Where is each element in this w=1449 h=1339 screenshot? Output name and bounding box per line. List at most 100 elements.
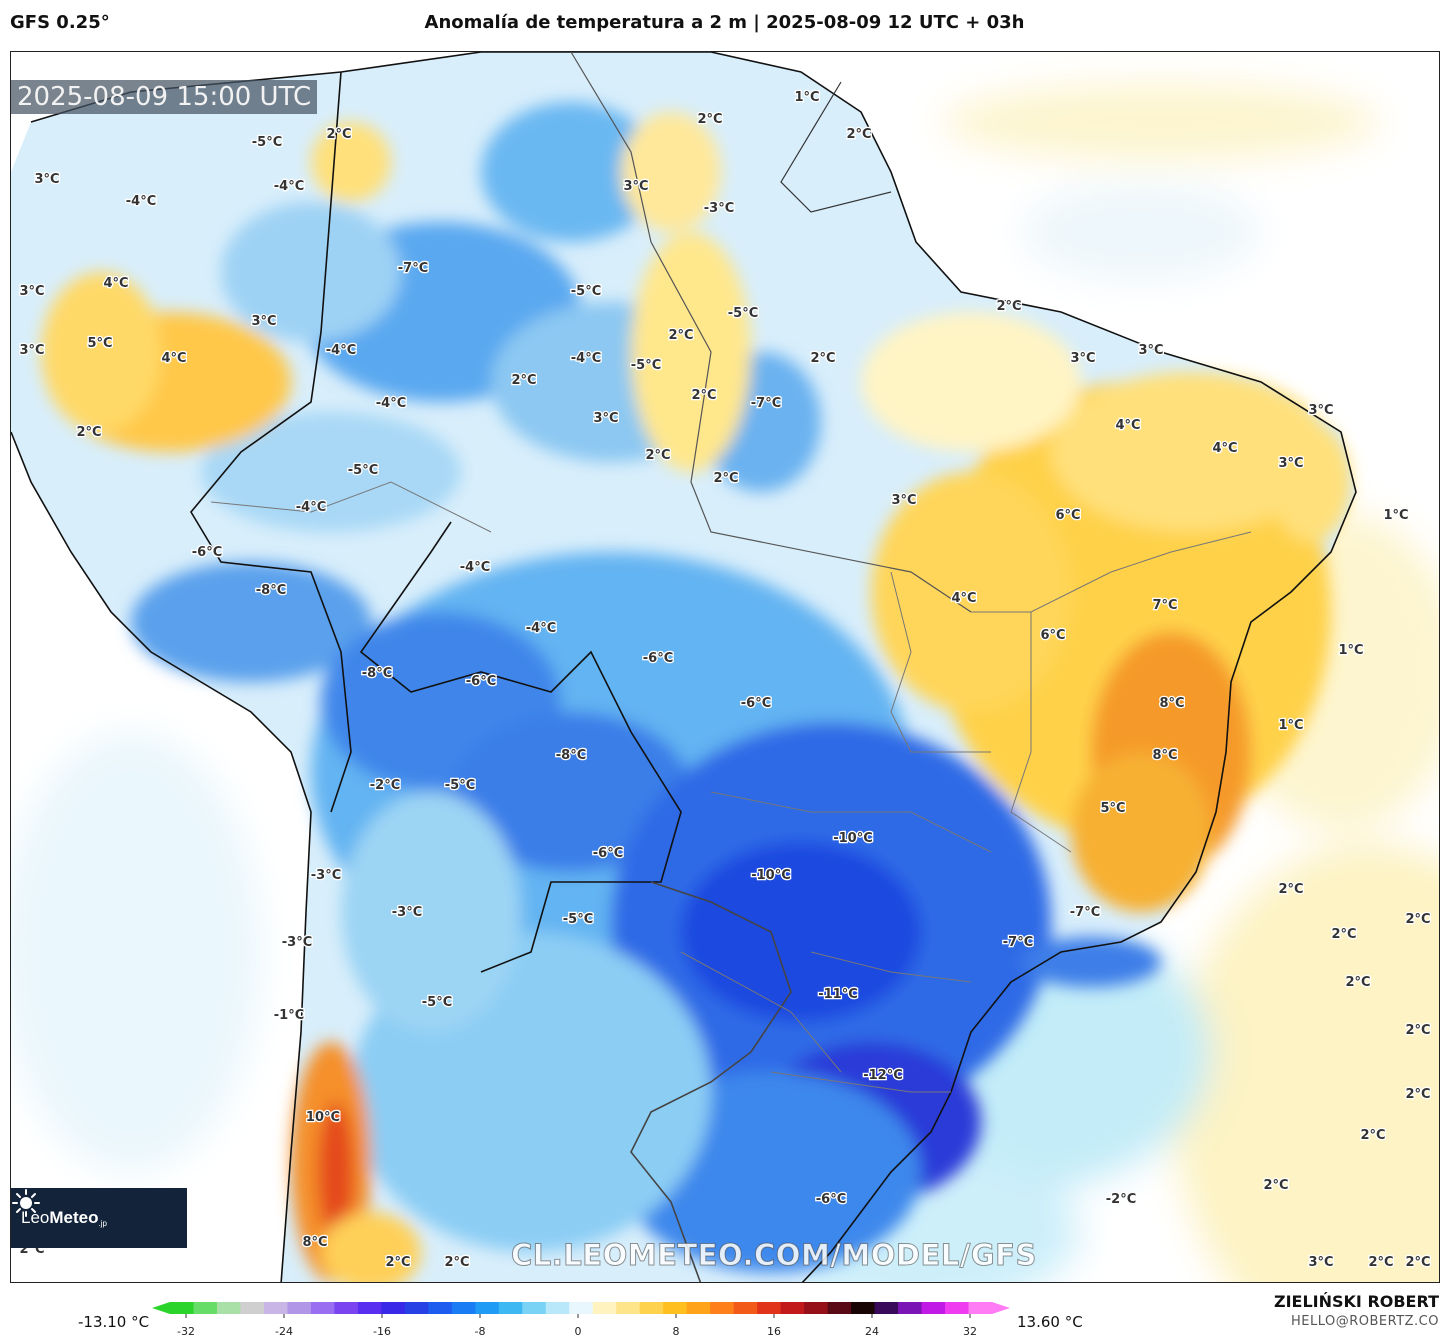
temperature-label: -4°C <box>526 621 556 636</box>
colorbar-tick-label: -32 <box>177 1325 195 1338</box>
temperature-label: -4°C <box>376 396 406 411</box>
colorbar-segment <box>451 1302 476 1314</box>
temperature-label: 4°C <box>1212 441 1237 456</box>
colorbar-segment <box>686 1302 711 1314</box>
colorbar-segment <box>757 1302 782 1314</box>
temperature-label: 2°C <box>385 1255 410 1270</box>
colorbar-segment <box>170 1302 194 1314</box>
temperature-label: 3°C <box>623 179 648 194</box>
temperature-label: 2°C <box>810 351 835 366</box>
temperature-label: -4°C <box>274 179 304 194</box>
temperature-label: -5°C <box>728 306 758 321</box>
temperature-label: 2°C <box>1405 1087 1430 1102</box>
temperature-label: -7°C <box>751 396 781 411</box>
colorbar-segment <box>334 1302 359 1314</box>
temperature-label: -3°C <box>311 868 341 883</box>
temperature-label: 2°C <box>691 388 716 403</box>
colorbar-segment <box>216 1302 241 1314</box>
temperature-label: 3°C <box>1308 403 1333 418</box>
valid-time-badge: 2025-08-09 15:00 UTC <box>11 80 318 114</box>
temperature-label: -4°C <box>296 500 326 515</box>
temperature-label: 2°C <box>645 448 670 463</box>
colorbar-segment <box>545 1302 570 1314</box>
temperature-label: 2°C <box>1263 1178 1288 1193</box>
temperature-label: 4°C <box>951 591 976 606</box>
colorbar-segment <box>827 1302 852 1314</box>
colorbar-segment <box>663 1302 688 1314</box>
temperature-label: 2°C <box>1331 927 1356 942</box>
colorbar-segment <box>710 1302 735 1314</box>
temperature-label: 3°C <box>1138 343 1163 358</box>
colorbar-min-arrow <box>152 1302 170 1314</box>
temperature-label: -10°C <box>833 831 873 846</box>
temperature-label: 3°C <box>1308 1255 1333 1270</box>
colorbar-segment <box>193 1302 218 1314</box>
state-borders <box>210 481 1252 1093</box>
colorbar-segment <box>240 1302 265 1314</box>
brand-name: LeoMeteo.jp <box>21 1208 107 1228</box>
temperature-label: -12°C <box>863 1068 903 1083</box>
colorbar-segment <box>804 1302 829 1314</box>
colorbar-segment <box>898 1302 923 1314</box>
colorbar-segment <box>404 1302 429 1314</box>
temperature-label: 10°C <box>306 1110 340 1125</box>
temperature-label: 4°C <box>161 351 186 366</box>
temperature-label: 2°C <box>1405 912 1430 927</box>
temperature-label: 2°C <box>1360 1128 1385 1143</box>
colorbar-segment <box>498 1302 523 1314</box>
temperature-label: -6°C <box>593 846 623 861</box>
temperature-label: -6°C <box>192 545 222 560</box>
temperature-label: -5°C <box>445 778 475 793</box>
temperature-label: 5°C <box>1100 801 1125 816</box>
colorbar-segment <box>851 1302 876 1314</box>
temperature-label: 2°C <box>1405 1023 1430 1038</box>
temperature-label: 1°C <box>794 90 819 105</box>
colorbar-segment <box>310 1302 335 1314</box>
temperature-label: 6°C <box>1055 508 1080 523</box>
temperature-label: 1°C <box>1338 643 1363 658</box>
temperature-label: 2°C <box>511 373 536 388</box>
colorbar-segment <box>428 1302 453 1314</box>
colorbar-min-label: -13.10 °C <box>78 1313 150 1331</box>
temperature-label: -3°C <box>282 935 312 950</box>
colorbar-segment <box>592 1302 617 1314</box>
colorbar-segments <box>152 1302 1010 1314</box>
temperature-label: 8°C <box>302 1235 327 1250</box>
colorbar-tick-label: 16 <box>767 1325 781 1338</box>
temperature-label: -4°C <box>126 194 156 209</box>
temperature-label: -5°C <box>422 995 452 1010</box>
colorbar-segment <box>945 1302 970 1314</box>
brand-name-part1: Leo <box>21 1208 50 1227</box>
temperature-label: 2°C <box>444 1255 469 1270</box>
colorbar-segment <box>968 1302 993 1314</box>
map-title: Anomalía de temperatura a 2 m | 2025-08-… <box>424 12 1025 33</box>
temperature-label: 2°C <box>1368 1255 1393 1270</box>
colorbar-segment <box>921 1302 946 1314</box>
colorbar-segment <box>616 1302 641 1314</box>
temperature-label: 8°C <box>1159 696 1184 711</box>
colorbar-max-arrow <box>992 1302 1010 1314</box>
colorbar-tick-label: -24 <box>275 1325 293 1338</box>
colorbar-segment <box>733 1302 758 1314</box>
colorbar-segment <box>639 1302 664 1314</box>
temperature-label: -8°C <box>256 583 286 598</box>
map-frame[interactable]: -5°C 2°C 3°C -4°C -4°C 2°C 1°C 2°C 3°C -3°C -7°C 4°… <box>10 51 1440 1283</box>
temperature-label: 3°C <box>19 284 44 299</box>
temperature-label: -2°C <box>1106 1192 1136 1207</box>
author-contact[interactable]: HELLO@ROBERTZ.CO <box>1290 1314 1439 1329</box>
colorbar-segment <box>522 1302 547 1314</box>
temperature-label: 6°C <box>1040 628 1065 643</box>
colorbar-tick-label: 8 <box>673 1325 680 1338</box>
model-label: GFS 0.25° <box>10 12 110 33</box>
temperature-label: 2°C <box>846 127 871 142</box>
temperature-label: -6°C <box>741 696 771 711</box>
brand-logo[interactable]: LeoMeteo.jp <box>11 1188 187 1248</box>
temperature-label: -3°C <box>704 201 734 216</box>
temperature-label: -1°C <box>274 1008 304 1023</box>
temperature-label: -5°C <box>631 358 661 373</box>
map-canvas: -5°C 2°C 3°C -4°C -4°C 2°C 1°C 2°C 3°C -3°C -7°C 4°… <box>11 52 1439 1282</box>
temperature-label: -4°C <box>571 351 601 366</box>
colorbar-segment <box>263 1302 288 1314</box>
colorbar-ticks: -32 -24 -16 -8 0 8 16 24 32 <box>177 1314 977 1338</box>
temperature-label: 1°C <box>1383 508 1408 523</box>
